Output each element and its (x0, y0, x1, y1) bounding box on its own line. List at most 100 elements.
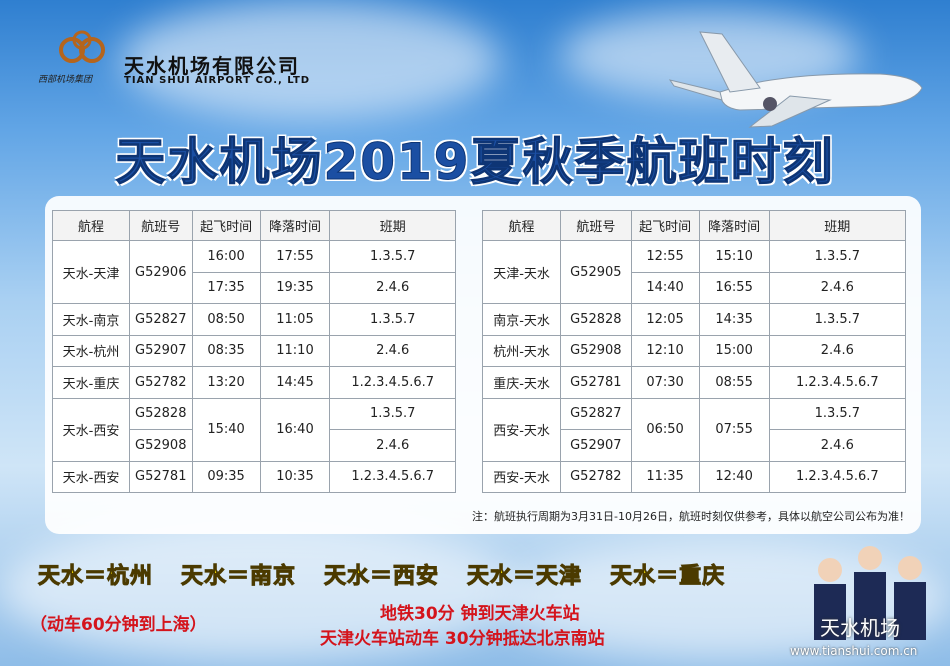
table-cell: 06:50 (630, 397, 700, 462)
header-row: 航程 航班号 起飞时间 降落时间 班期 (52, 210, 456, 241)
staff-illustration (814, 546, 926, 640)
table-cell: 天水-西安 (52, 397, 130, 462)
table-cell: 天水-杭州 (52, 334, 130, 367)
table-cell: G52782 (128, 366, 193, 399)
table-cell: 1.2.3.4.5.6.7 (768, 366, 907, 399)
table-row: 天津-天水 G52905 12:55 15:10 1.3.5.7 (481, 240, 907, 304)
table-row: 西安-天水 G52827 06:50 07:55 1.3.5.7 (481, 397, 907, 462)
route: 天水＝天津 (467, 564, 583, 590)
table-cell: G52781 (128, 460, 193, 493)
table-cell: 17:35 (191, 271, 261, 304)
table-cell: 天水-西安 (52, 460, 130, 493)
table-cell: 1.3.5.7 (329, 397, 456, 430)
column-header: 起飞时间 (191, 210, 261, 241)
table-cell: 1.3.5.7 (768, 240, 907, 273)
table-row: 天水-南京 G52827 08:50 11:05 1.3.5.7 (52, 303, 456, 336)
table-cell: 2.4.6 (768, 429, 907, 462)
table-cell: G52827 (128, 303, 193, 336)
table-cell: 12:10 (630, 334, 700, 367)
table-cell: 16:40 (259, 397, 331, 462)
watermark-url: www.tianshui.com.cn (790, 644, 918, 658)
table-row: 西安-天水 G52782 11:35 12:40 1.2.3.4.5.6.7 (481, 460, 907, 493)
table-cell: 11:35 (630, 460, 700, 493)
table-cell: G52907 (128, 334, 193, 367)
table-cell: 1.2.3.4.5.6.7 (768, 460, 907, 493)
cloud (0, 520, 520, 660)
table-cell: 1.3.5.7 (329, 240, 456, 273)
table-cell: 12:55 (630, 240, 700, 273)
table-cell: 2.4.6 (329, 271, 456, 304)
table-cell: 07:55 (698, 397, 770, 462)
table-cell: 1.3.5.7 (768, 303, 907, 336)
table-cell: G52906 (128, 240, 193, 304)
table-row: 天水-天津 G52906 16:00 17:55 1.3.5.7 (52, 240, 456, 304)
table-cell: 17:55 (259, 240, 331, 273)
table-cell: 10:35 (259, 460, 331, 493)
promo-text: 地铁30分 钟到天津火车站 (380, 604, 580, 624)
table-cell: 13:20 (191, 366, 261, 399)
company-name: 天水机场有限公司 (124, 54, 300, 78)
table-row: 杭州-天水 G52908 12:10 15:00 2.4.6 (481, 334, 907, 367)
table-cell: G52828 (560, 303, 632, 336)
table-cell: 08:50 (191, 303, 261, 336)
promo-text: （动车60分钟到上海） (30, 615, 207, 635)
route-list: 天水＝杭州 天水＝南京 天水＝西安 天水＝天津 天水＝重庆 (37, 558, 798, 590)
table-cell: 天水-天津 (52, 240, 130, 304)
table-row: 天水-重庆 G52782 13:20 14:45 1.2.3.4.5.6.7 (52, 366, 456, 399)
table-cell: 14:35 (698, 303, 770, 336)
column-header: 航班号 (128, 210, 193, 241)
column-header: 降落时间 (259, 210, 331, 241)
table-cell: 15:00 (698, 334, 770, 367)
table-cell: 12:05 (630, 303, 700, 336)
company-name-en: TIAN SHUI AIRPORT CO., LTD (124, 75, 311, 86)
table-cell: 14:40 (630, 271, 700, 304)
table-cell: 天津-天水 (481, 240, 562, 304)
table-cell: 16:55 (698, 271, 770, 304)
table-row: 重庆-天水 G52781 07:30 08:55 1.2.3.4.5.6.7 (481, 366, 907, 399)
column-header: 班期 (768, 210, 907, 241)
table-cell: G52828 (128, 397, 193, 430)
table-cell: 1.3.5.7 (329, 303, 456, 336)
table-cell: G52905 (560, 240, 632, 304)
title: 天水机场2019夏秋季航班时刻 (115, 133, 835, 192)
table-cell: 14:45 (259, 366, 331, 399)
table-row: 南京-天水 G52828 12:05 14:35 1.3.5.7 (481, 303, 907, 336)
table-cell: 09:35 (191, 460, 261, 493)
schedule-table: 航程 航班号 起飞时间 降落时间 班期 天水-天津 G52906 16:00 17:55 1.3.… (52, 210, 456, 493)
route: 天水＝西安 (324, 564, 440, 590)
table-cell: 重庆-天水 (481, 366, 562, 399)
table-row: 天水-西安 G52828 15:40 16:40 1.3.5.7 (52, 397, 456, 462)
note: 注：航班执行周期为3月31日-10月26日，航班时刻仅供参考，具体以航空公司公布… (472, 510, 910, 523)
schedule-table: 航程 航班号 起飞时间 降落时间 班期 天津-天水 G52905 12:55 15:10 1.3.… (481, 210, 907, 493)
route: 天水＝南京 (181, 564, 297, 590)
table-cell: G52781 (560, 366, 632, 399)
table-cell: 08:35 (191, 334, 261, 367)
table-cell: 2.4.6 (329, 429, 456, 462)
table-cell: 15:10 (698, 240, 770, 273)
column-header: 航程 (52, 210, 130, 241)
table-cell: G52907 (560, 429, 632, 462)
table-cell: 2.4.6 (329, 334, 456, 367)
table-cell: 12:40 (698, 460, 770, 493)
table-cell: 2.4.6 (768, 271, 907, 304)
airplane (668, 31, 923, 128)
route: 天水＝重庆 (610, 564, 726, 590)
logo (59, 30, 105, 63)
table-row: 天水-杭州 G52907 08:35 11:10 2.4.6 (52, 334, 456, 367)
table-cell: 16:00 (191, 240, 261, 273)
table-cell: 07:30 (630, 366, 700, 399)
table-cell: 西安-天水 (481, 460, 562, 493)
table-cell: 西安-天水 (481, 397, 562, 462)
group-name: 西部机场集团 (38, 75, 93, 85)
table-cell: 天水-南京 (52, 303, 130, 336)
table-row: 天水-西安 G52781 09:35 10:35 1.2.3.4.5.6.7 (52, 460, 456, 493)
table-cell: 1.3.5.7 (768, 397, 907, 430)
table-cell: G52908 (128, 429, 193, 462)
table-cell: 1.2.3.4.5.6.7 (329, 366, 456, 399)
table-cell: 08:55 (698, 366, 770, 399)
cloud (120, 0, 500, 120)
route: 天水＝杭州 (37, 564, 154, 590)
table-cell: 15:40 (191, 397, 261, 462)
table-cell: 2.4.6 (768, 334, 907, 367)
